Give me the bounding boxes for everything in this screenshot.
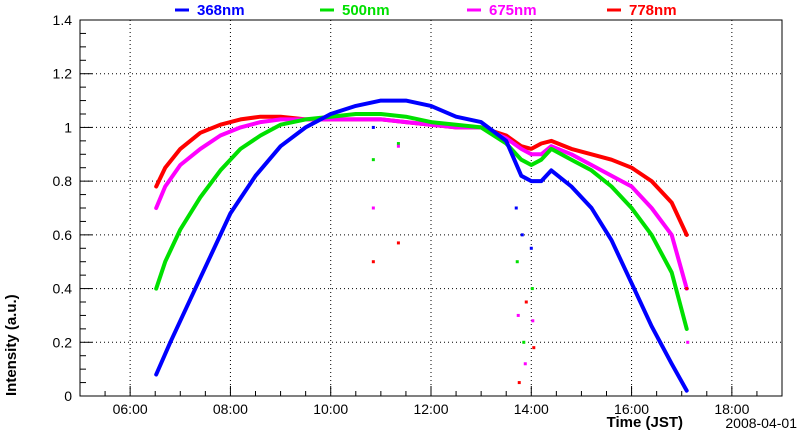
series-layer — [154, 98, 689, 393]
legend-label-368nm: 368nm — [197, 2, 245, 19]
x-tick-labels: 06:00 08:00 10:00 12:00 14:00 16:00 18:00 — [113, 401, 750, 417]
x-tick-label: 14:00 — [514, 401, 549, 417]
legend-label-675nm: 675nm — [489, 2, 537, 19]
outlier-point — [685, 287, 689, 291]
outlier-point — [396, 144, 400, 148]
axis-ticks — [79, 19, 783, 397]
y-tick-label: 0 — [64, 388, 72, 404]
outlier-point — [396, 142, 400, 146]
x-tick-label: 16:00 — [614, 401, 649, 417]
x-axis-title: Time (JST) — [607, 414, 683, 431]
x-tick-label: 10:00 — [313, 401, 348, 417]
series-line-675nm — [154, 117, 689, 291]
legend-label-500nm: 500nm — [342, 2, 390, 19]
y-tick-label: 0.4 — [53, 281, 73, 297]
y-tick-label: 0.6 — [53, 227, 73, 243]
outlier-point — [514, 206, 518, 210]
y-tick-label: 1.2 — [53, 66, 73, 82]
outlier-point — [530, 287, 534, 291]
outlier-point — [371, 260, 375, 264]
y-tick-label: 1 — [64, 119, 72, 135]
outlier-point — [524, 300, 528, 304]
y-tick-label: 0.8 — [53, 173, 73, 189]
outlier-point — [517, 381, 521, 385]
outlier-point — [531, 319, 535, 323]
outlier-point — [522, 340, 526, 344]
outlier-point — [371, 206, 375, 210]
outlier-points — [371, 125, 690, 385]
y-tick-labels: 0 0.2 0.4 0.6 0.8 1 1.2 1.4 — [53, 12, 73, 404]
outlier-point — [371, 125, 375, 129]
outlier-point — [523, 362, 527, 366]
outlier-point — [520, 233, 524, 237]
outlier-point — [396, 241, 400, 245]
y-axis-title: Intensity (a.u.) — [3, 294, 20, 396]
outlier-point — [686, 340, 690, 344]
outlier-point — [516, 313, 520, 317]
outlier-point — [515, 260, 519, 264]
x-tick-label: 06:00 — [113, 401, 148, 417]
x-tick-label: 08:00 — [213, 401, 248, 417]
series-line-500nm — [154, 112, 689, 331]
outlier-point — [371, 158, 375, 162]
x-tick-label: 12:00 — [413, 401, 448, 417]
series-line-368nm — [154, 98, 689, 393]
y-tick-label: 1.4 — [53, 12, 73, 28]
x-tick-label: 18:00 — [714, 401, 749, 417]
legend-label-778nm: 778nm — [629, 2, 677, 19]
date-label: 2008-04-01 — [725, 415, 797, 431]
legend: 368nm 500nm 675nm 778nm — [175, 2, 677, 19]
outlier-point — [532, 346, 536, 350]
outlier-point — [529, 246, 533, 250]
y-tick-label: 0.2 — [53, 334, 73, 350]
